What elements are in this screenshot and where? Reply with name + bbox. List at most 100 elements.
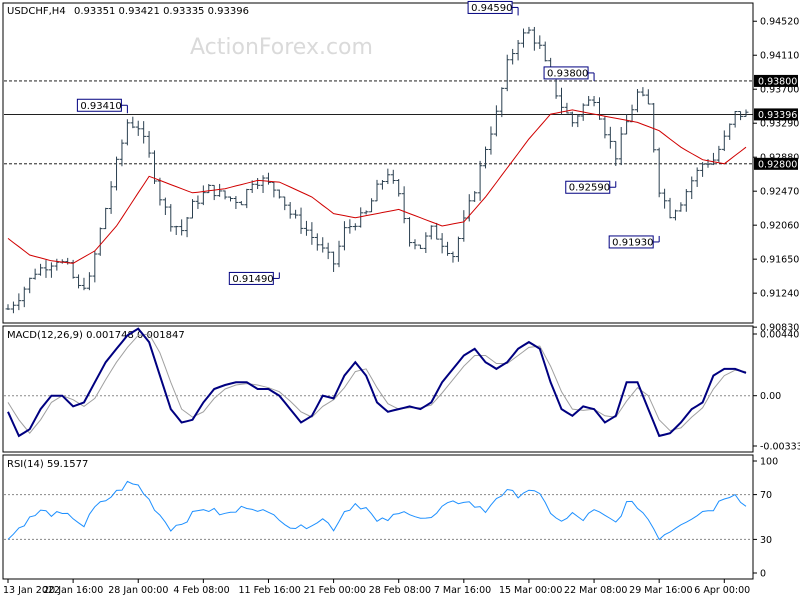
price-bar [217,183,223,197]
price-bar [298,207,304,234]
rsi-panel-frame [2,454,754,580]
price-bar [445,241,450,256]
price-bar [200,185,206,206]
price-bar [369,198,375,213]
price-callout-label: 0.93410 [80,101,121,112]
price-bar [244,188,250,209]
time-tick-label: 11 Feb 16:00 [238,585,300,596]
price-bar [238,201,244,206]
price-bar [304,220,309,236]
price-bar [689,176,695,200]
price-bar [602,116,608,139]
price-bar [32,268,38,280]
price-tick-label: 0.93290 [760,119,799,130]
price-bar [190,199,195,219]
price-panel-frame [2,2,754,324]
rsi-tick-label: 100 [760,457,778,468]
price-bar [721,130,727,152]
price-tick-label: 0.91650 [760,255,799,266]
price-bar [477,160,483,201]
price-bar [347,219,353,234]
price-bar [521,28,526,48]
price-bar [586,95,592,106]
watermark-text: ActionForex.com [190,35,373,60]
price-bar [526,26,532,34]
moving-average-line [7,109,747,264]
price-bar [162,197,168,215]
price-bar [179,219,185,236]
price-bar [493,105,499,137]
price-callout-label: 0.92590 [569,183,610,194]
price-bar [282,196,288,211]
price-bar [667,197,673,219]
price-bar [607,126,613,149]
price-bar [320,237,326,253]
price-bar [700,162,706,177]
price-bar [423,232,429,254]
price-bar [710,152,716,166]
price-tick-label: 0.92060 [760,221,799,232]
price-bar [537,35,543,49]
price-bar [255,178,261,190]
price-tick-label: 0.90830 [760,323,799,334]
price-bar [417,244,423,249]
macd-axis-ticks: 0.004403 0.00 -0.003338 [753,330,800,453]
price-bar [184,216,190,238]
price-bar [271,181,277,198]
price-bar [260,175,266,194]
price-bar [727,123,733,140]
price-header-symbol: USDCHF,H4 [7,6,66,17]
price-bar [38,263,44,276]
price-bar [16,293,22,311]
price-callout-label: 0.94590 [471,3,512,14]
price-bar [309,222,315,245]
price-bar [597,97,602,120]
price-bar [515,39,521,61]
price-bar [645,89,651,105]
price-bar [434,222,440,240]
price-bar [157,177,163,206]
macd-panel-frame [2,325,754,453]
price-bar [439,233,445,254]
price-bar [195,195,201,209]
time-tick-label: 6 Apr 00:00 [694,585,750,596]
price-bar [21,286,27,308]
price-bar [716,145,722,162]
time-tick-label: 13 Jan 2022 [3,585,60,596]
price-bar [673,209,678,221]
price-bar [92,250,98,283]
price-bars [5,26,749,314]
price-bar [575,113,581,128]
price-tick-label: 0.94520 [760,17,799,28]
price-callout: 0.92590 [565,180,617,194]
price-bar [618,127,624,166]
price-bar [624,114,630,135]
price-bar [407,217,413,247]
price-bar [314,233,320,251]
rsi-header: RSI(14) 59.1577 [7,459,88,470]
level-label-box [754,157,798,170]
macd-tick-label: -0.003338 [760,442,800,453]
macd-tick-label: 0.004403 [760,330,800,341]
price-callout: 0.93410 [76,98,128,114]
time-tick-label: 15 Mar 00:00 [499,585,562,596]
rsi-tick-label: 0 [760,569,766,580]
price-bar [396,179,402,197]
price-bar [141,121,147,144]
price-bar [472,191,478,202]
time-tick-label: 22 Mar 08:00 [564,585,627,596]
price-bar [510,48,516,65]
price-bar [542,41,548,62]
price-bar [249,180,255,193]
price-bar [504,54,510,92]
time-tick-label: 4 Feb 08:00 [173,585,229,596]
macd-tick-label: 0.00 [760,391,781,402]
price-bar [81,277,87,291]
price-bar [358,207,364,228]
price-bar [379,179,385,190]
time-tick-label: 28 Jan 00:00 [108,585,168,596]
price-callout-label: 0.93800 [547,68,588,79]
